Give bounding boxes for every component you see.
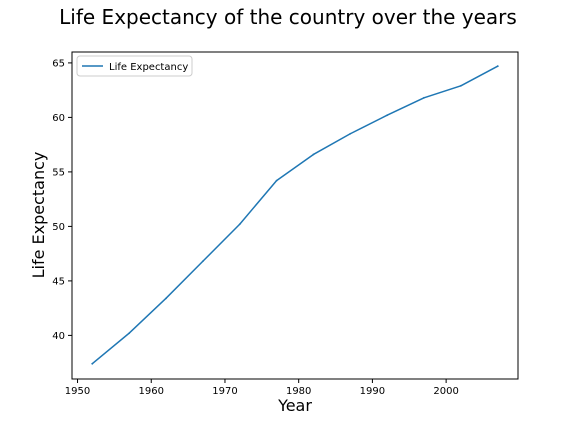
data-point	[423, 96, 425, 99]
y-tick-label: 65	[52, 58, 65, 69]
data-point	[128, 332, 131, 335]
data-point	[165, 297, 167, 300]
x-axis-ticks: 1950 1960 1970 1980 1990 2000	[65, 379, 459, 397]
plot-area: 1950 1960 1970 1980 1990 2000 40 45 50 55 60 65	[52, 51, 519, 397]
x-tick-label: 1990	[360, 386, 385, 397]
y-tick-label: 55	[52, 167, 65, 178]
data-point	[386, 114, 389, 117]
series-layer	[91, 65, 499, 365]
data-point	[201, 260, 204, 263]
y-tick-label: 60	[52, 113, 65, 124]
data-point	[275, 179, 278, 182]
data-point	[91, 362, 94, 365]
y-axis-ticks: 40 45 50 55 60 65	[52, 58, 72, 342]
y-tick-label: 50	[52, 222, 65, 233]
x-axis-label: Year	[277, 396, 312, 415]
x-tick-label: 1950	[65, 386, 90, 397]
x-tick-label: 2000	[433, 386, 458, 397]
chart-title: Life Expectancy of the country over the …	[59, 5, 517, 29]
plot-frame	[71, 51, 519, 380]
legend: Life Expectancy	[76, 55, 193, 77]
series-line-0	[91, 65, 499, 365]
y-tick-label: 45	[52, 276, 65, 287]
x-tick-label: 1980	[286, 386, 311, 397]
data-point	[238, 223, 241, 226]
data-point	[459, 84, 462, 87]
x-tick-label: 1970	[212, 386, 237, 397]
y-tick-label: 40	[52, 331, 65, 342]
x-tick-label: 1960	[139, 386, 164, 397]
data-point	[312, 153, 315, 156]
legend-box	[76, 55, 193, 77]
data-point	[496, 65, 499, 68]
data-point	[349, 132, 352, 135]
legend-label: Life Expectancy	[109, 62, 188, 73]
y-axis-label: Life Expectancy	[29, 152, 48, 279]
